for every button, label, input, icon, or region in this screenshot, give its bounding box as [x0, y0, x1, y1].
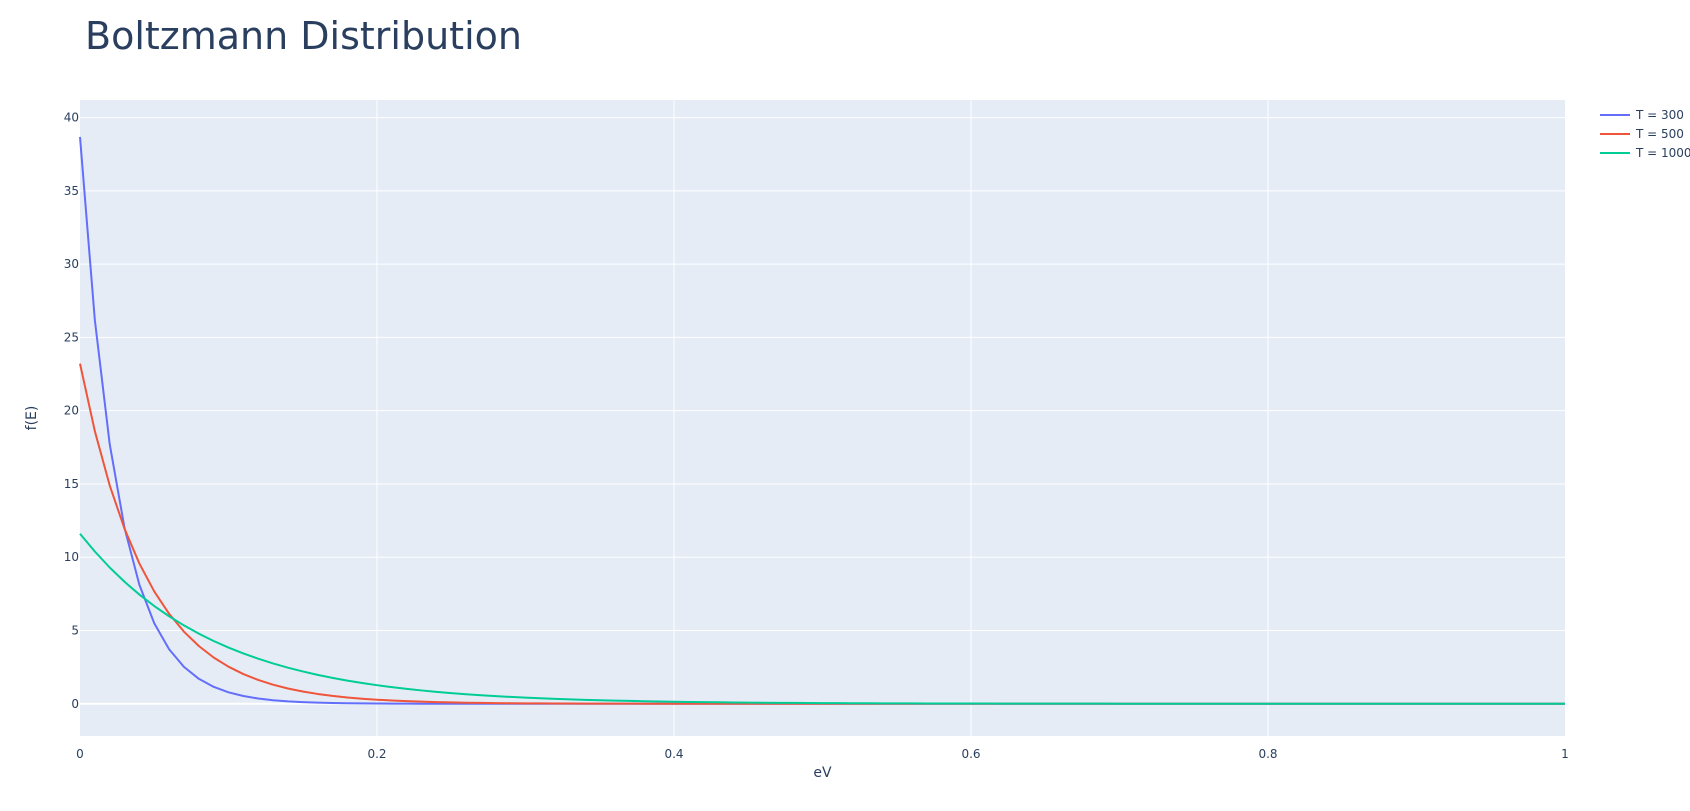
y-tick-label: 5: [71, 623, 79, 637]
x-tick-label: 0.4: [664, 747, 683, 761]
y-tick-label: 10: [64, 550, 79, 564]
chart-title: Boltzmann Distribution: [85, 14, 522, 58]
y-tick-label: 20: [64, 404, 79, 418]
y-tick-label: 35: [64, 184, 79, 198]
x-tick-label: 0.6: [961, 747, 980, 761]
x-tick-label: 0: [76, 747, 84, 761]
legend-item[interactable]: T = 500: [1600, 127, 1684, 141]
legend[interactable]: T = 300 T = 500 T = 1000: [1600, 108, 1690, 160]
x-axis-title: eV: [813, 765, 832, 781]
legend-item[interactable]: T = 1000: [1600, 146, 1690, 160]
legend-label: T = 500: [1635, 127, 1684, 141]
y-tick-label: 30: [64, 257, 79, 271]
x-tick-labels: 0 0.2 0.4 0.6 0.8 1: [76, 747, 1569, 761]
y-tick-label: 0: [71, 697, 79, 711]
x-tick-label: 1: [1561, 747, 1569, 761]
legend-label: T = 300: [1635, 108, 1684, 122]
y-tick-labels: 0 5 10 15 20 25 30 35 40: [64, 111, 79, 711]
series-line-t-1000[interactable]: [79, 533, 1565, 705]
x-tick-label: 0.2: [367, 747, 386, 761]
legend-label: T = 1000: [1635, 146, 1690, 160]
legend-item[interactable]: T = 300: [1600, 108, 1684, 122]
y-tick-label: 25: [64, 330, 79, 344]
y-tick-label: 40: [64, 111, 79, 125]
x-tick-label: 0.8: [1258, 747, 1277, 761]
y-axis-title: f(E): [24, 406, 40, 431]
y-tick-label: 15: [64, 477, 79, 491]
series-lines: [79, 136, 1565, 705]
plot-background: [80, 100, 1565, 736]
y-gridlines: [80, 117, 1565, 705]
